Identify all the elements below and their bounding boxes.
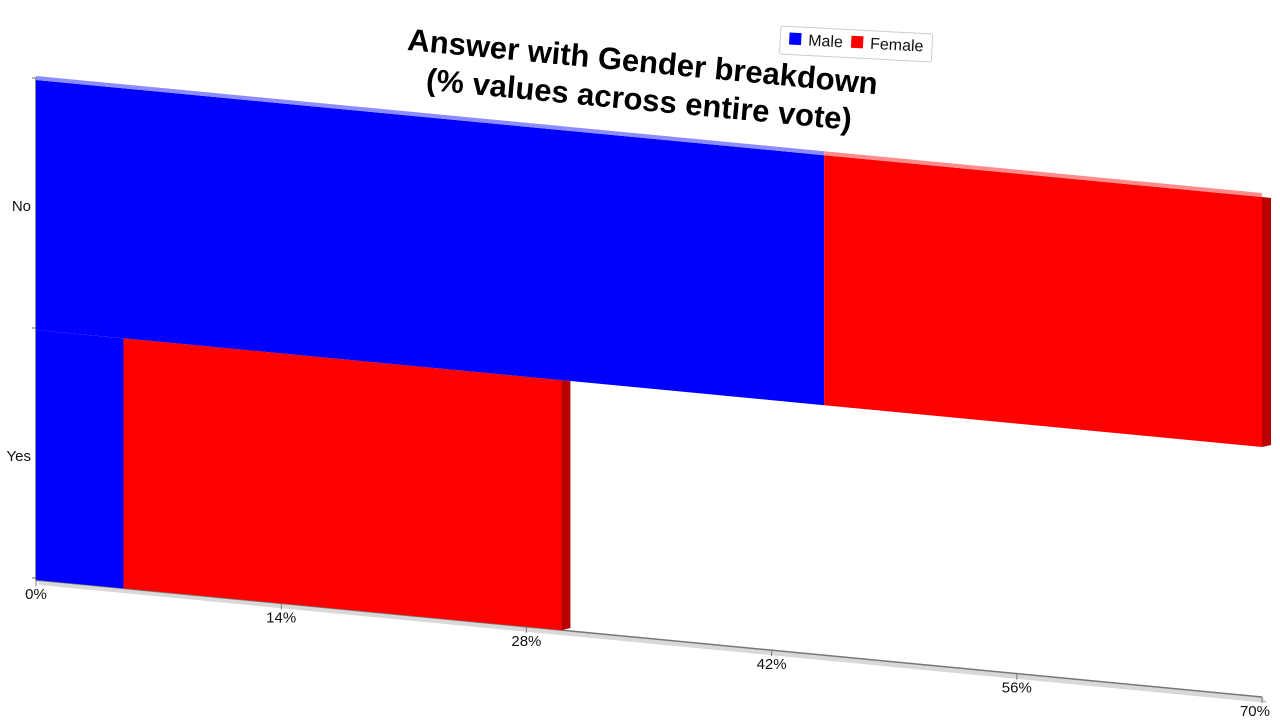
legend-label-female: Female — [870, 36, 924, 56]
bar-no-male — [36, 80, 825, 406]
chart-floor — [36, 580, 1268, 703]
x-tick-label: 0% — [25, 586, 47, 603]
bar-yes-female — [123, 338, 562, 631]
bar-top-no-male — [36, 76, 825, 156]
bar-yes-male — [36, 330, 124, 589]
x-axis-ticks: 0% 14% 28% 42% 56% 70% — [25, 580, 1270, 720]
x-tick-label: 70% — [1240, 703, 1270, 720]
x-tick-label: 28% — [511, 633, 541, 650]
legend-swatch-female — [850, 35, 864, 49]
bar-top-no-female — [824, 151, 1262, 197]
legend-swatch-male — [788, 32, 802, 46]
x-tick-label: 14% — [266, 609, 296, 626]
y-axis-categories: No Yes — [7, 77, 36, 579]
x-tick-label: 56% — [1002, 680, 1032, 697]
category-label-no: No — [12, 198, 31, 215]
legend: Male Female — [779, 25, 934, 63]
bar-no-female — [824, 155, 1262, 447]
bars-layer — [36, 76, 1271, 631]
bar-end-yes — [561, 380, 571, 631]
x-axis-line — [35, 579, 1263, 698]
x-tick-label: 42% — [757, 656, 787, 673]
bar-end-no — [1262, 197, 1271, 447]
category-label-yes: Yes — [7, 448, 31, 465]
legend-label-male: Male — [808, 33, 844, 52]
